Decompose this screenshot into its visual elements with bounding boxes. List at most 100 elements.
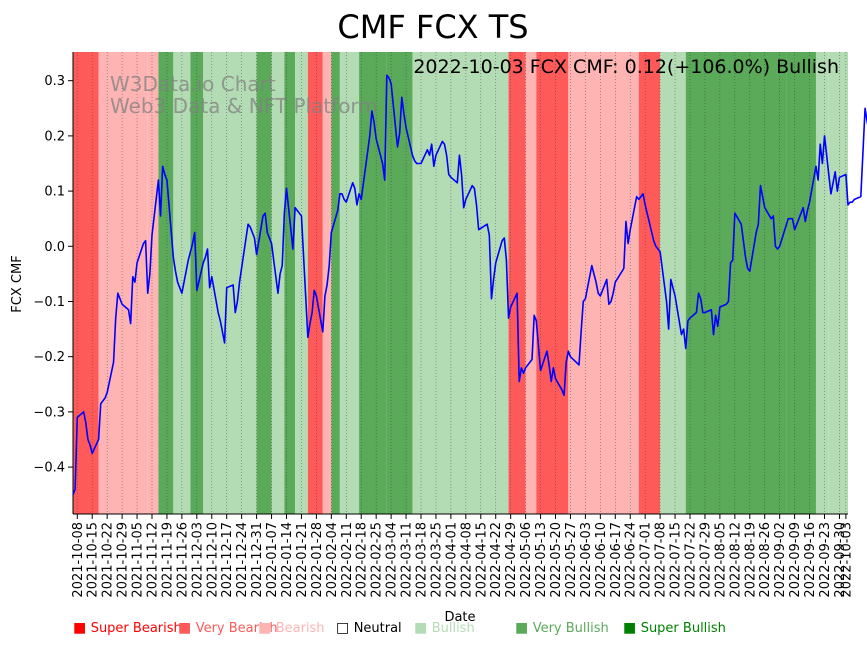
x-tick-label-49: 2022-09-16 xyxy=(803,522,818,598)
legend-label: Bearish xyxy=(275,621,325,636)
legend-item-bearish: ■ Bearish xyxy=(258,620,325,636)
x-tick-label-6: 2021-11-19 xyxy=(160,522,175,598)
x-tick-label-22: 2022-03-11 xyxy=(400,522,415,598)
x-tick-label-20: 2022-02-25 xyxy=(370,522,385,598)
x-tick-label-26: 2022-04-08 xyxy=(459,522,474,598)
x-tick-label-7: 2021-11-26 xyxy=(175,522,190,598)
x-tick-label-15: 2022-01-21 xyxy=(295,522,310,598)
legend-swatch: ■ xyxy=(623,620,641,636)
y-tick-label-1: −0.3 xyxy=(33,405,65,420)
x-axis-label: Date xyxy=(444,610,475,625)
x-tick-label-40: 2022-07-15 xyxy=(669,522,684,598)
regime-band-19 xyxy=(525,52,537,514)
regime-bands xyxy=(73,52,848,514)
regime-band-22 xyxy=(638,52,661,514)
x-tick-label-30: 2022-05-06 xyxy=(519,522,534,598)
x-tick-label-17: 2022-02-04 xyxy=(325,522,340,598)
y-tick-label-7: 0.3 xyxy=(44,74,65,89)
x-tick-label-4: 2021-11-05 xyxy=(131,522,146,598)
regime-band-17 xyxy=(412,52,509,514)
latest-value-annotation: 2022-10-03 FCX CMF: 0.12(+106.0%) Bullis… xyxy=(413,56,839,78)
x-tick-label-0: 2021-10-08 xyxy=(71,522,86,598)
x-tick-label-16: 2022-01-28 xyxy=(310,522,325,598)
regime-band-2 xyxy=(147,52,159,514)
x-tick-label-10: 2021-12-17 xyxy=(220,522,235,598)
series-lines xyxy=(72,74,867,495)
x-tick-label-5: 2021-11-12 xyxy=(145,522,160,598)
x-tick-label-21: 2022-03-04 xyxy=(385,522,400,598)
legend-swatch: ■ xyxy=(178,620,196,636)
regime-band-21 xyxy=(568,52,639,514)
x-tick-label-48: 2022-09-09 xyxy=(788,522,803,598)
x-tick-label-45: 2022-08-19 xyxy=(743,522,758,598)
x-ticks: 2021-10-08 2021-10-15 2021-10-22 2021-10-29… xyxy=(71,514,854,598)
x-tick-label-13: 2022-01-07 xyxy=(265,522,280,598)
regime-band-25 xyxy=(786,52,816,514)
x-tick-label-3: 2021-10-29 xyxy=(116,522,131,598)
axes xyxy=(72,52,848,515)
y-tick-label-4: 0.0 xyxy=(44,240,65,255)
regime-band-13 xyxy=(331,52,340,514)
y-tick-label-6: 0.2 xyxy=(44,129,65,144)
x-tick-label-31: 2022-05-13 xyxy=(534,522,549,598)
x-tick-label-11: 2021-12-24 xyxy=(235,522,250,598)
x-tick-label-42: 2022-07-29 xyxy=(698,522,713,598)
x-tick-label-39: 2022-07-08 xyxy=(654,522,669,598)
x-tick-label-29: 2022-04-29 xyxy=(504,522,519,598)
regime-band-14 xyxy=(339,52,360,514)
legend-item-super-bullish: ■ Super Bullish xyxy=(623,620,726,636)
legend-swatch: ■ xyxy=(515,620,533,636)
x-tick-label-32: 2022-05-20 xyxy=(549,522,564,598)
x-tick-label-1: 2021-10-15 xyxy=(86,522,101,598)
x-tick-label-18: 2022-02-11 xyxy=(340,522,355,598)
legend-item-very-bullish: ■ Very Bullish xyxy=(515,620,609,636)
x-tick-label-28: 2022-04-22 xyxy=(489,522,504,598)
x-tick-label-33: 2022-05-27 xyxy=(564,522,579,598)
x-tick-label-36: 2022-06-17 xyxy=(609,522,624,598)
legend-item-super-bearish: ■ Super Bearish xyxy=(73,620,182,636)
legend-swatch: ■ xyxy=(73,620,91,636)
regime-band-20 xyxy=(536,52,569,514)
x-tick-label-24: 2022-03-25 xyxy=(429,522,444,598)
regime-band-7 xyxy=(256,52,272,514)
legend-item-bullish: ■ Bullish xyxy=(414,620,475,636)
x-tick-label-14: 2022-01-14 xyxy=(280,522,295,598)
x-tick-label-46: 2022-08-26 xyxy=(758,522,773,598)
regime-band-9 xyxy=(284,52,296,514)
x-tick-label-35: 2022-06-10 xyxy=(594,522,609,598)
x-tick-label-12: 2021-12-31 xyxy=(250,522,265,598)
y-tick-label-3: −0.1 xyxy=(33,295,65,310)
x-tick-label-27: 2022-04-15 xyxy=(474,522,489,598)
y-axis-label: FCX CMF xyxy=(10,255,25,312)
legend-label: Super Bearish xyxy=(90,621,182,636)
x-tick-label-52: 2022-10-03 xyxy=(839,522,854,598)
x-tick-label-23: 2022-03-18 xyxy=(415,522,430,598)
series-line-0 xyxy=(72,74,867,495)
regime-band-8 xyxy=(271,52,285,514)
y-tick-label-5: 0.1 xyxy=(44,185,65,200)
legend-label: Very Bearish xyxy=(195,621,278,636)
watermark-line-2: Web3 Data & NFT Platform xyxy=(110,94,378,118)
regime-band-11 xyxy=(307,52,323,514)
x-tick-label-19: 2022-02-18 xyxy=(355,522,370,598)
legend-item-very-bearish: ■ Very Bearish xyxy=(178,620,278,636)
x-tick-label-25: 2022-04-01 xyxy=(444,522,459,598)
x-tick-label-8: 2021-12-03 xyxy=(190,522,205,598)
x-tick-label-41: 2022-07-22 xyxy=(684,522,699,598)
chart-title: CMF FCX TS xyxy=(337,8,528,46)
x-tick-label-37: 2022-06-24 xyxy=(624,522,639,598)
legend-label: Neutral xyxy=(353,621,402,636)
legend-label: Very Bullish xyxy=(532,621,609,636)
regime-band-15 xyxy=(359,52,387,514)
x-tick-label-34: 2022-06-03 xyxy=(579,522,594,598)
legend-swatch: □ xyxy=(336,620,354,636)
legend-label: Bullish xyxy=(431,621,475,636)
regime-band-27 xyxy=(828,52,848,514)
x-tick-label-51: 2022-09-30 xyxy=(833,522,848,598)
y-tick-label-2: −0.2 xyxy=(33,350,65,365)
x-tick-label-38: 2022-07-01 xyxy=(639,522,654,598)
legend-label: Super Bullish xyxy=(640,621,726,636)
regime-band-24 xyxy=(685,52,787,514)
x-tick-label-9: 2021-12-10 xyxy=(205,522,220,598)
